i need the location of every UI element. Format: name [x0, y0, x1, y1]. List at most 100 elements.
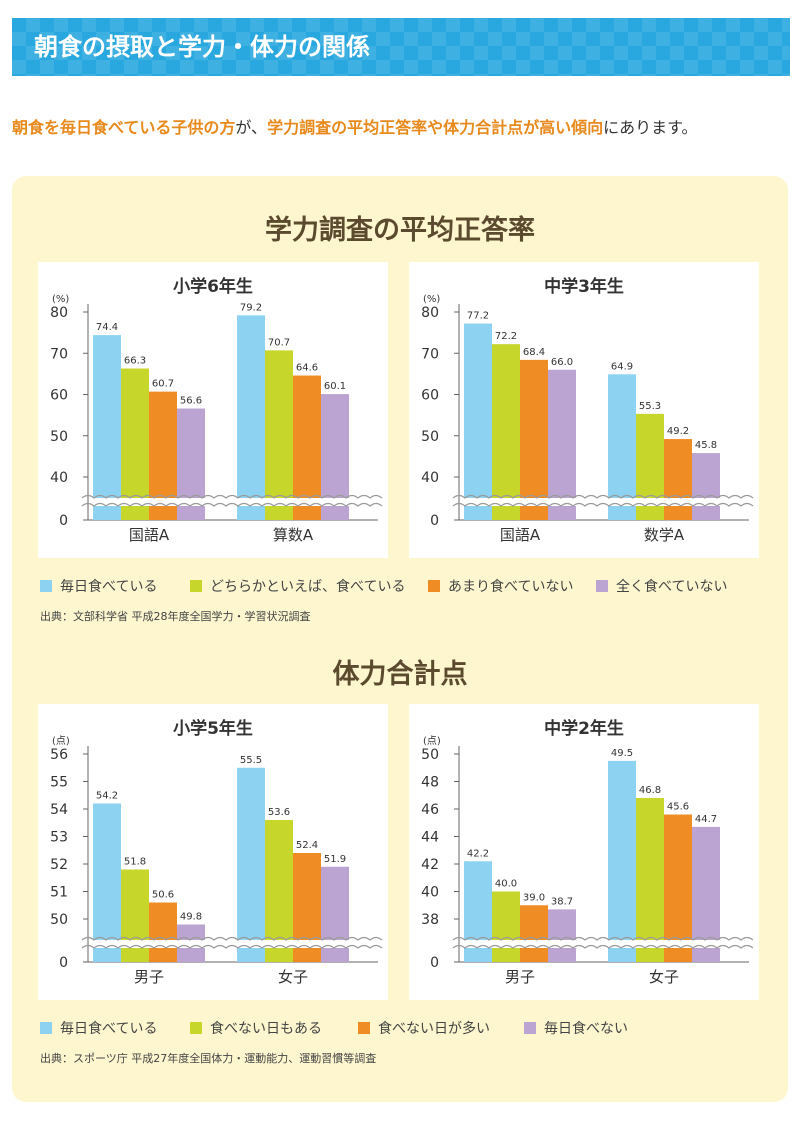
y-unit-label: (点) [52, 735, 70, 747]
bar [664, 439, 692, 520]
y-tick-label: 56 [50, 747, 68, 763]
x-category-label: 男子 [134, 968, 164, 986]
y-tick-label: 46 [421, 802, 439, 818]
legend-label: あまり食べていない [448, 579, 574, 595]
page-title: 朝食の摂取と学力・体力の関係 [34, 33, 370, 61]
y-tick-label: 0 [430, 513, 439, 529]
data-label: 66.3 [124, 356, 146, 367]
bar [608, 760, 636, 962]
y-tick-label: 70 [421, 346, 439, 362]
y-tick-label: 50 [50, 429, 68, 445]
y-tick-label: 70 [50, 346, 68, 362]
data-label: 64.6 [296, 363, 318, 374]
data-label: 49.8 [180, 912, 202, 923]
data-label: 54.2 [96, 791, 118, 802]
legend-item: 毎日食べている [40, 1018, 157, 1038]
bar [237, 767, 265, 962]
axis-break-band [89, 498, 379, 506]
source-fitness: 出典：スポーツ庁 平成27年度全国体力・運動能力、運動習慣等調査 [40, 1052, 377, 1065]
y-unit-label: (点) [423, 735, 441, 747]
data-label: 51.8 [124, 857, 146, 868]
y-tick-label: 40 [421, 885, 439, 901]
intro-text-4: にあります。 [603, 118, 698, 137]
y-tick-label: 50 [421, 747, 439, 763]
intro-text-2: が、 [235, 118, 268, 137]
axis-break-line [452, 936, 754, 941]
x-category-label: 国語A [500, 526, 541, 544]
legend-label: 毎日食べている [60, 1021, 158, 1037]
legend-swatch [40, 580, 52, 592]
data-label: 50.6 [152, 890, 174, 901]
y-tick-label: 60 [50, 388, 68, 404]
chart-elementary-5: 小学5年生 (点) 0 50 51 52 53 54 55 56 54.2 51.8 50.6 49.8 男… [38, 704, 388, 1000]
bar [149, 902, 177, 962]
axis-break-line [81, 494, 383, 499]
axis-break-line [452, 494, 754, 499]
bar [520, 905, 548, 962]
intro-highlight-1: 朝食を毎日食べている子供の方 [12, 118, 236, 137]
axis-break-line [81, 944, 383, 949]
data-label: 79.2 [240, 302, 262, 313]
y-unit-label: (%) [423, 294, 440, 305]
intro-text: 朝食を毎日食べている子供の方が、学力調査の平均正答率や体力合計点が高い傾向にあり… [12, 116, 792, 140]
chart-title: 小学6年生 [173, 276, 253, 297]
data-label: 60.1 [324, 381, 346, 392]
bar [492, 891, 520, 962]
data-label: 55.3 [639, 401, 661, 412]
data-label: 39.0 [523, 892, 545, 903]
data-label: 56.6 [180, 396, 202, 407]
legend-swatch [524, 1022, 536, 1034]
data-label: 51.9 [324, 854, 346, 865]
y-tick-label: 80 [421, 305, 439, 321]
y-tick-label: 50 [421, 429, 439, 445]
y-tick-label: 48 [421, 775, 439, 791]
y-tick-label: 53 [50, 830, 68, 846]
data-label: 49.5 [611, 748, 633, 759]
bar [548, 369, 576, 520]
bar [692, 453, 720, 520]
data-label: 66.0 [551, 357, 573, 368]
y-tick-label: 40 [421, 470, 439, 486]
data-label: 45.8 [695, 440, 717, 451]
data-label: 52.4 [296, 840, 318, 851]
y-tick-label: 60 [421, 388, 439, 404]
bar [265, 350, 293, 520]
data-label: 70.7 [268, 337, 290, 348]
y-unit-label: (%) [52, 294, 69, 305]
y-tick-label: 80 [50, 305, 68, 321]
chart-svg-junior-2: 中学2年生 (点) 0 38 40 42 44 46 48 50 42.2 40.0 39.0 38.7 男… [421, 718, 754, 986]
legend-swatch [190, 1022, 202, 1034]
y-tick-label: 0 [430, 955, 439, 971]
bar [121, 869, 149, 962]
chart-title: 中学3年生 [544, 276, 624, 297]
chart-junior-3: 中学3年生 (%) 0 40 50 60 70 80 77.2 72.2 68.4 66.0 国語A 64… [409, 262, 759, 558]
data-label: 60.7 [152, 379, 174, 390]
chart-svg-elementary-5: 小学5年生 (点) 0 50 51 52 53 54 55 56 54.2 51.8 50.6 49.8 男… [50, 718, 383, 986]
y-tick-label: 44 [421, 830, 439, 846]
axis-break-band [460, 940, 750, 948]
chart-title: 小学5年生 [173, 718, 253, 739]
legend-item: 食べない日もある [190, 1018, 322, 1038]
legend-label: 全く食べていない [616, 579, 728, 595]
bar [464, 323, 492, 520]
legend-item: 食べない日が多い [358, 1018, 490, 1038]
intro-highlight-2: 学力調査の平均正答率や体力合計点が高い傾向 [267, 118, 604, 137]
legend-item: どちらかといえば、食べている [190, 576, 405, 596]
data-label: 40.0 [495, 879, 517, 890]
bar [93, 335, 121, 520]
data-label: 42.2 [467, 848, 489, 859]
bar [636, 798, 664, 962]
y-tick-label: 55 [50, 775, 68, 791]
section-title-academic: 学力調査の平均正答率 [265, 215, 535, 246]
axis-break-band [89, 940, 379, 948]
legend-swatch [40, 1022, 52, 1034]
chart-title: 中学2年生 [544, 718, 624, 739]
chart-elementary-6: 小学6年生 (%) 0 40 50 60 70 80 74.4 66.3 60.7 56.6 国語A 79… [38, 262, 388, 558]
axis-break-line [81, 502, 383, 507]
chart-svg-elementary-6: 小学6年生 (%) 0 40 50 60 70 80 74.4 66.3 60.7 56.6 国語A 79… [50, 276, 383, 544]
data-label: 46.8 [639, 785, 661, 796]
bar [492, 344, 520, 520]
y-tick-label: 40 [50, 470, 68, 486]
data-label: 74.4 [96, 322, 118, 333]
page-header: 朝食の摂取と学力・体力の関係 [12, 18, 790, 76]
